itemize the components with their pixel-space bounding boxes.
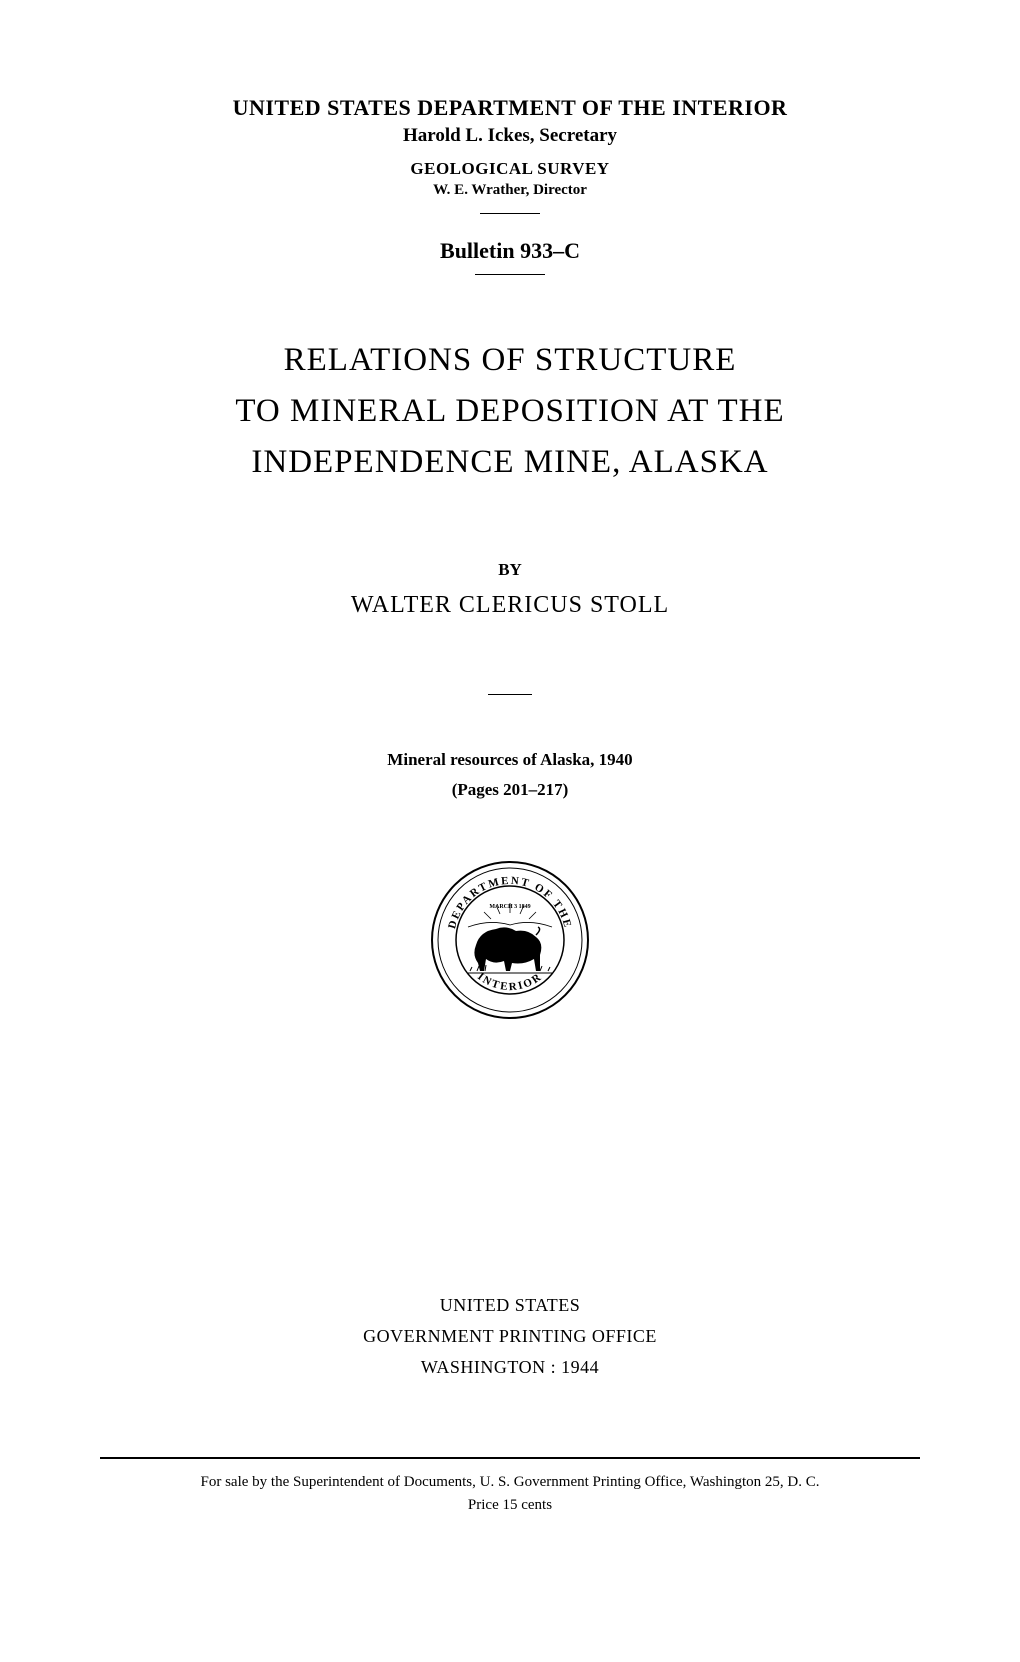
sale-line: For sale by the Superintendent of Docume… [100,1471,920,1494]
svg-text:INTERIOR: INTERIOR [475,971,545,994]
footer-rule [100,1457,920,1459]
price-line: Price 15 cents [100,1494,920,1517]
seal-bottom-text: INTERIOR [475,971,545,994]
title-line-3: INDEPENDENCE MINE, ALASKA [100,437,920,488]
survey-line: GEOLOGICAL SURVEY [100,159,920,179]
title-line-2: TO MINERAL DEPOSITION AT THE [100,386,920,437]
by-label: BY [100,560,920,580]
divider-rule [480,213,540,214]
director-line: W. E. Wrather, Director [100,182,920,199]
bulletin-number: Bulletin 933–C [100,238,920,264]
divider-rule [488,694,532,695]
sale-info: For sale by the Superintendent of Docume… [100,1471,920,1516]
department-line: UNITED STATES DEPARTMENT OF THE INTERIOR [100,95,920,121]
publisher-office: GOVERNMENT PRINTING OFFICE [100,1321,920,1352]
secretary-line: Harold L. Ickes, Secretary [100,125,920,147]
title-line-1: RELATIONS OF STRUCTURE [100,335,920,386]
author-name: WALTER CLERICUS STOLL [100,592,920,619]
page-range: (Pages 201–217) [100,780,920,800]
document-title: RELATIONS OF STRUCTURE TO MINERAL DEPOSI… [100,335,920,488]
series-title: Mineral resources of Alaska, 1940 [100,750,920,770]
divider-rule [475,274,545,275]
publisher-country: UNITED STATES [100,1290,920,1321]
publisher-block: UNITED STATES GOVERNMENT PRINTING OFFICE… [100,1290,920,1382]
seal-date-text: MARCH 3 1849 [489,904,530,910]
department-seal-icon: DEPARTMENT OF THE INTERIOR MARCH 3 184 [430,860,590,1020]
publisher-location-year: WASHINGTON : 1944 [100,1352,920,1383]
